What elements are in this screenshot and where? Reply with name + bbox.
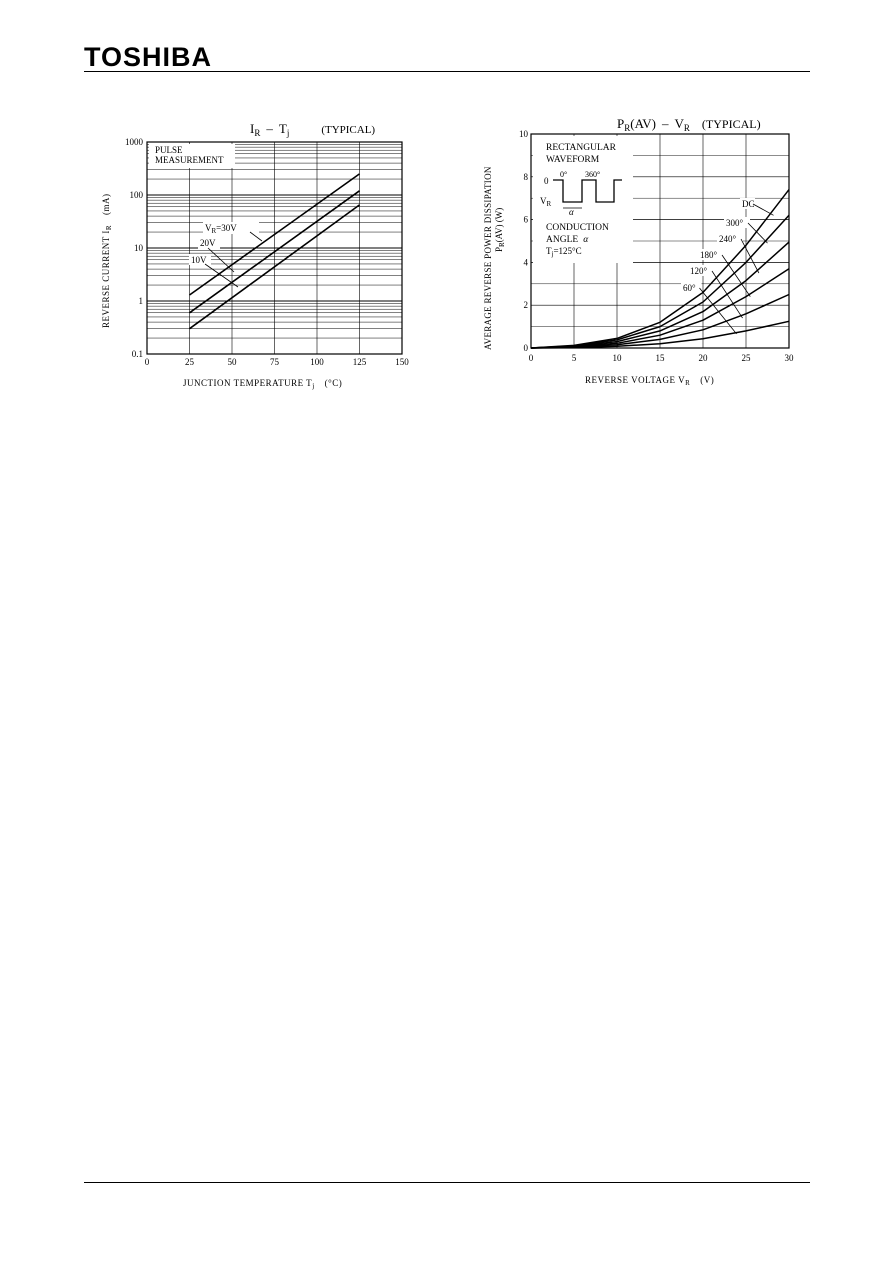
chart2-series-leader [699,287,737,335]
chart2-series-leader [740,238,760,274]
chart2-label-bg [698,249,724,260]
chart2-plot-frame [530,133,790,349]
chart1-leader-20v [207,247,235,273]
chart1-leader-10v [204,263,239,288]
chart1-series-lines [189,173,360,330]
chart2-inset-waveform [553,179,622,203]
chart2-y-tick-label: 2 [524,300,529,310]
chart1-plot-frame [146,141,403,355]
chart1-y-tick-label: 1 [139,296,144,306]
chart1-y-tick-labels: 0.1 1 10 100 1000 [125,137,144,359]
chart2-series-label: 180° [700,250,718,260]
chart2-series-label: 240° [719,234,737,244]
chart1-series-line-2 [189,204,360,330]
chart2-y-axis-label-line2: PR(AV) (W) [494,208,506,252]
chart2-y-axis-label-line1: AVERAGE REVERSE POWER DISSIPATION [483,166,493,350]
chart1-series-label-30v: VR=30V [205,223,237,235]
chart1-y-tick-label: 10 [134,243,144,253]
chart1-y-axis-label: REVERSE CURRENT IR(mA) [101,193,113,328]
chart2-title: PR(AV) – VR (TYPICAL) [617,116,761,133]
chart2-series-leader [711,270,743,319]
chart1-series-label-20v: 20V [200,238,216,248]
chart1-y-tick-label: 0.1 [132,349,143,359]
chart2-inset-line2: WAVEFORM [546,155,600,165]
chart1-x-tick-labels: 0 25 50 75 100 125 150 [145,357,410,367]
chart1-label-bg-30v [203,222,259,234]
chart2-inset-line1: RECTANGULAR [546,143,617,153]
chart2-inset-tj: Tj=125°C [546,246,582,258]
chart2-x-tick-label: 20 [699,353,709,363]
chart2-series-line-5 [530,320,790,349]
chart2-y-tick-label: 6 [524,215,529,225]
chart2-inset-cond2: ANGLE α [546,235,589,245]
chart2-series-leader [721,254,751,297]
chart2-series-labels: DC 300° 240°180° 120° 60° [681,198,774,335]
chart2-inset-deg0: 0° [560,170,567,179]
chart1-note-line1: PULSE [155,145,183,155]
chart1-x-tick-label: 150 [395,357,409,367]
chart1-y-tick-label: 100 [130,190,144,200]
chart2-x-tick-label: 30 [785,353,795,363]
chart2-y-tick-labels: 0 2 4 6 8 10 [519,129,529,353]
chart1-series-line-1 [189,190,360,314]
chart1-x-tick-label: 50 [228,357,238,367]
chart1-x-axis-label: JUNCTION TEMPERATURE Tj (°C) [183,378,342,390]
chart2-y-tick-label: 4 [524,257,529,267]
footer-rule [84,1182,810,1183]
chart1-series-label-10v: 10V [191,255,207,265]
chart2-series-leader [747,222,768,244]
chart2-x-tick-label: 15 [656,353,666,363]
chart2-inset-deg360: 360° [585,170,600,179]
chart2-series-label: 120° [690,266,708,276]
chart2-y-tick-label: 0 [524,343,529,353]
chart1-y-tick-label: 1000 [125,137,144,147]
chart1-label-bg-20v [198,238,220,249]
chart2-inset-zero: 0 [544,176,549,186]
chart1-x-tick-label: 100 [310,357,324,367]
chart1-x-tick-label: 0 [145,357,150,367]
chart1-note-box [149,144,235,168]
chart2-y-tick-label: 8 [524,172,529,182]
chart2-label-bg [740,198,755,209]
chart2-inset-box [533,136,633,263]
chart2-label-bg [717,233,743,244]
chart2-series-label: 60° [683,283,696,293]
header-rule [84,71,810,72]
chart2-series-lines [530,189,790,349]
chart2-x-tick-labels: 0 5 10 15 20 25 30 [529,353,794,363]
chart2-inset-alpha: α [569,207,574,217]
chart2-inset-cond1: CONDUCTION [546,223,609,233]
chart1-note-line2: MEASUREMENT [155,155,224,165]
chart1-series-line-0 [189,173,360,296]
chart2-y-tick-label: 10 [519,129,529,139]
toshiba-logo: TOSHIBA [84,42,213,72]
chart2-x-tick-label: 0 [529,353,534,363]
chart2-x-tick-label: 10 [613,353,623,363]
chart2-label-bg [681,282,702,293]
chart2-inset-vr: VR [540,196,552,208]
chart1-x-tick-label: 75 [270,357,280,367]
chart2-x-axis-label: REVERSE VOLTAGE VR (V) [585,375,714,387]
chart1-x-tick-label: 125 [353,357,367,367]
chart2-x-tick-label: 5 [572,353,577,363]
chart2-label-bg [688,265,714,276]
chart1-x-tick-label: 25 [185,357,195,367]
chart2-series-label: DC [742,199,755,209]
chart2-series-leader [752,203,774,216]
chart1-title: IR – Tj (TYPICAL) [250,121,375,138]
chart1-leader-30v [249,231,263,242]
chart2-series-label: 300° [726,218,744,228]
chart2-x-tick-label: 25 [742,353,752,363]
chart1-label-bg-10v [189,254,211,265]
chart2-label-bg [724,217,750,228]
chart1-grid [147,142,402,355]
